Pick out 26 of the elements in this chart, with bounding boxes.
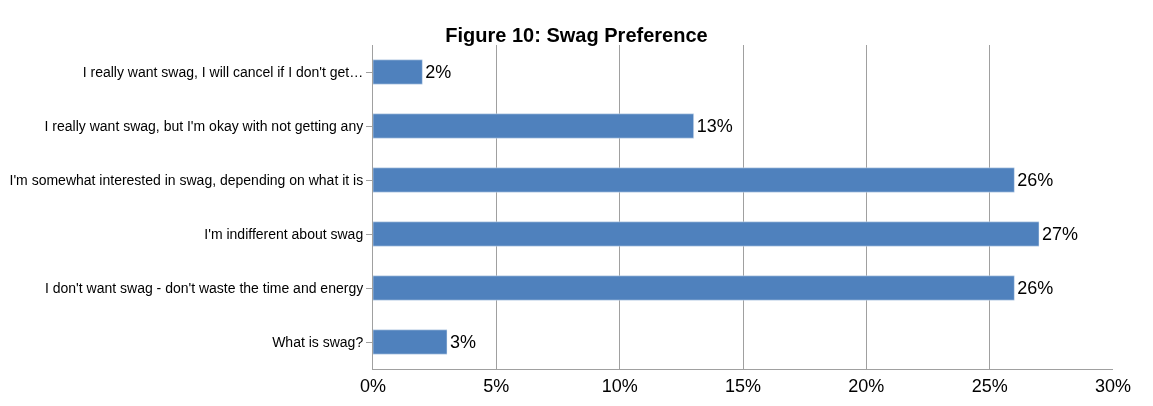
bar — [373, 59, 423, 85]
x-tick-label: 10% — [601, 375, 638, 396]
bar — [373, 113, 694, 139]
y-tick-label: What is swag? — [272, 333, 364, 350]
x-tick-label: 0% — [359, 375, 387, 396]
data-label: 13% — [696, 116, 733, 136]
data-label: 26% — [1017, 278, 1054, 298]
data-label: 3% — [450, 332, 477, 352]
y-tick-label: I really want swag, I will cancel if I don't get… — [82, 63, 364, 80]
y-tick-label: I don't want swag - don't waste the time and energy — [45, 279, 364, 296]
x-tick-label: 20% — [848, 375, 885, 396]
bar — [373, 221, 1040, 247]
y-tick-label: I'm indifferent about swag — [204, 225, 364, 242]
data-label: 2% — [425, 62, 452, 82]
bar — [373, 329, 448, 355]
x-tick-label: 25% — [971, 375, 1008, 396]
bar — [373, 167, 1015, 193]
bar — [373, 275, 1015, 301]
y-tick-label: I'm somewhat interested in swag, depending on what it is — [9, 171, 364, 188]
data-label: 27% — [1042, 224, 1079, 244]
y-tick-label: I really want swag, but I'm okay with not getting any — [44, 117, 364, 134]
chart-title: Figure 10: Swag Preference — [445, 24, 708, 47]
x-tick-label: 30% — [1094, 375, 1132, 396]
x-tick-label: 15% — [724, 375, 762, 396]
data-label: 26% — [1017, 170, 1054, 190]
x-tick-label: 5% — [483, 375, 510, 396]
